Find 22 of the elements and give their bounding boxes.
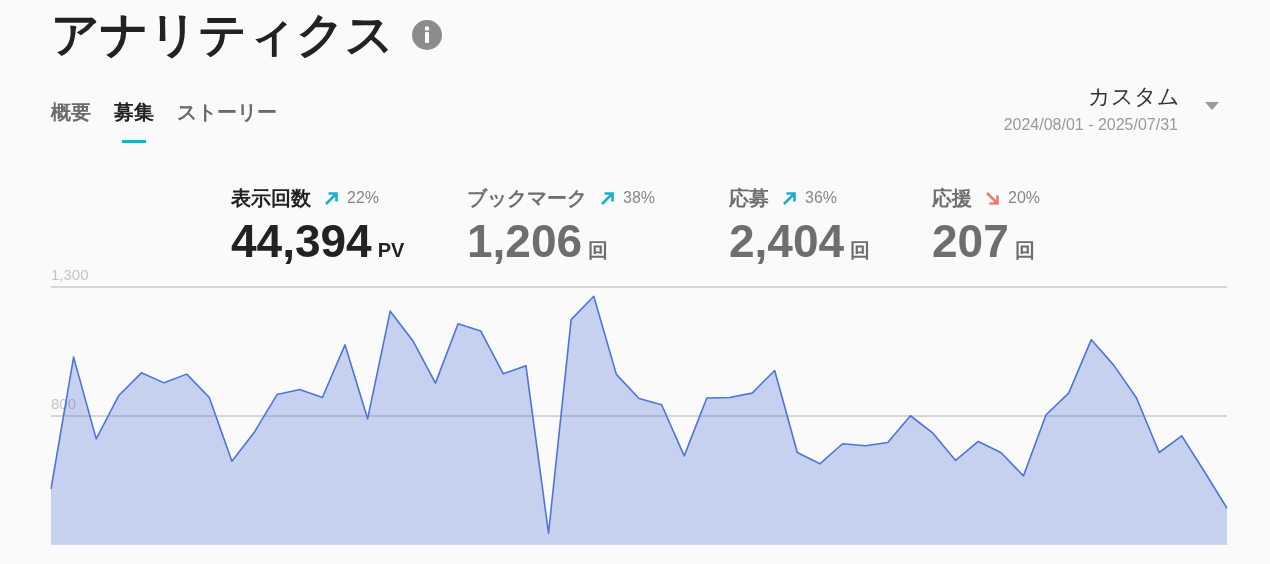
text: PV	[377, 239, 405, 262]
text: 回	[588, 238, 609, 263]
text: 36%	[805, 188, 838, 208]
text: 2024/08/01 - 2025/07/31	[1003, 115, 1178, 135]
text: 応募	[729, 186, 769, 210]
text: 募集	[114, 100, 154, 124]
text: 44,394	[231, 215, 372, 267]
text: 応援	[932, 186, 972, 210]
chart-title: アナリティクス	[51, 8, 394, 61]
text: 22%	[347, 188, 380, 208]
text: 2,404	[729, 215, 845, 267]
text: ストーリー	[177, 100, 277, 124]
text: 20%	[1008, 188, 1041, 208]
text: 表示回数	[231, 186, 311, 210]
text: 1,206	[467, 215, 583, 267]
text: 回	[1014, 238, 1035, 263]
text: カスタム	[1088, 84, 1180, 110]
text: 回	[850, 238, 871, 263]
text: ブックマーク	[467, 186, 587, 210]
text: 概要	[51, 100, 91, 124]
text: 207	[932, 215, 1009, 267]
text: 38%	[623, 188, 656, 208]
